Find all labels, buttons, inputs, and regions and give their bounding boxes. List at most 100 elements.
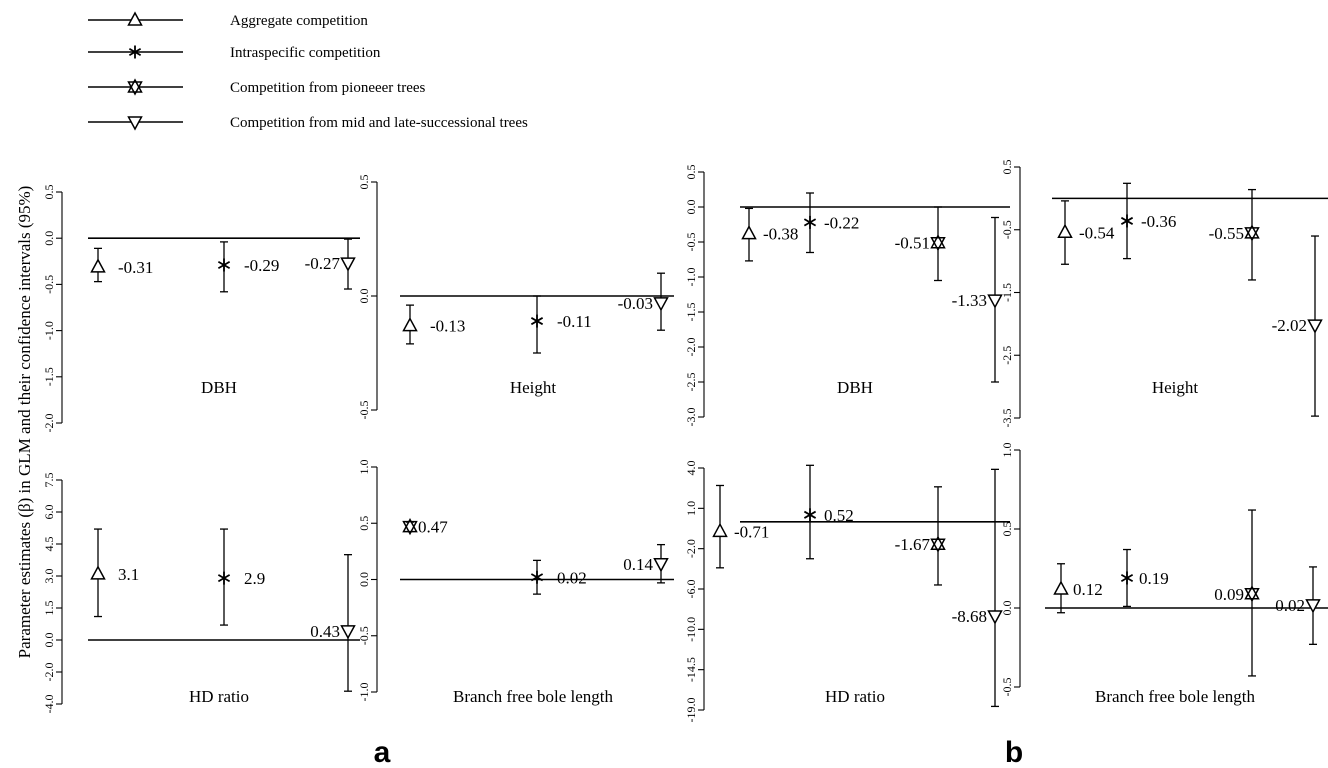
data-label: 0.12 (1073, 580, 1103, 599)
y-tick-label: 0.5 (1000, 160, 1014, 175)
triangle-down-marker-icon (1305, 599, 1321, 614)
triangle-down-marker-icon (340, 625, 356, 640)
y-tick-label: -2.0 (684, 539, 698, 558)
y-tick-label: 1.0 (684, 501, 698, 516)
hourglass-marker-icon (930, 234, 946, 252)
panel-title: DBH (201, 378, 237, 397)
triangle-up-marker-icon (90, 258, 106, 273)
y-tick-label: 4.5 (42, 537, 56, 552)
panel-a-hd: 7.5 6.0 4.5 3.0 1.5 0.0 -2.0 -4.0 3.1 2.9 0.43 HD r… (42, 473, 360, 714)
data-label: 0.02 (1275, 596, 1305, 615)
y-tick-label: -1.0 (357, 683, 371, 702)
y-tick-label: 1.0 (357, 460, 371, 475)
panel-b-bfbl: 1.0 0.5 0.0 -0.5 0.12 0.19 0.09 0.02 Branch free… (1000, 443, 1328, 706)
data-label: -0.03 (618, 294, 653, 313)
triangle-down-marker-icon (340, 257, 356, 272)
panel-title: Branch free bole length (453, 687, 614, 706)
panel-title: HD ratio (189, 687, 249, 706)
y-tick-label: 0.5 (357, 516, 371, 531)
data-label: 0.52 (824, 506, 854, 525)
hourglass-marker-icon (1244, 224, 1260, 242)
y-tick-label: -2.5 (684, 373, 698, 392)
data-label: 3.1 (118, 565, 139, 584)
data-point: -1.67 (895, 486, 946, 586)
panel-a-bfbl: 1.0 0.5 0.0 -0.5 -1.0 0.47 0.02 0.14 Branch free… (357, 460, 674, 706)
y-tick-label: -1.5 (1000, 283, 1014, 302)
y-tick-label: -4.0 (42, 695, 56, 714)
asterisk-marker-icon (530, 570, 544, 584)
legend-label: Intraspecific competition (230, 45, 381, 61)
data-label: -0.71 (734, 522, 769, 541)
data-point: 2.9 (217, 528, 265, 626)
data-label: -8.68 (952, 607, 987, 626)
data-point: -1.33 (952, 216, 1003, 383)
asterisk-marker-icon (803, 215, 817, 229)
legend-label: Aggregate competition (230, 13, 368, 29)
hourglass-marker-icon (1244, 585, 1260, 603)
asterisk-marker-icon (217, 258, 231, 272)
data-label: 0.47 (418, 518, 448, 537)
triangle-down-marker-icon (653, 558, 669, 573)
legend-item-2: Intraspecific competition (88, 45, 381, 61)
asterisk-marker-icon (1120, 214, 1134, 228)
data-point: -8.68 (952, 468, 1003, 708)
data-point: -0.29 (217, 241, 279, 293)
panel-b-dbh: 0.5 0.0 -0.5 -1.0 -1.5 -2.0 -2.5 -3.0 -0.38 -0.22… (684, 165, 1010, 427)
data-label: 0.14 (623, 555, 653, 574)
y-tick-label: -1.5 (684, 303, 698, 322)
panel-a-height: 0.5 0.0 -0.5 -0.13 -0.11 -0.03 Height (357, 175, 674, 420)
y-tick-label: 7.5 (42, 473, 56, 488)
data-point: -0.54 (1057, 200, 1115, 265)
data-point: 3.1 (90, 528, 139, 618)
data-point: 0.52 (803, 464, 854, 560)
y-axis: 0.5 0.0 -0.5 (357, 175, 378, 420)
y-tick-label: 1.5 (42, 601, 56, 616)
triangle-up-marker-icon (90, 565, 106, 580)
triangle-up-marker-icon (712, 522, 728, 538)
panel-letter-b: b (1005, 736, 1023, 768)
y-axis: 4.0 1.0 -2.0 -6.0 -10.0 -14.5 -19.0 (684, 461, 705, 723)
panel-title: Branch free bole length (1095, 687, 1256, 706)
y-tick-label: -6.0 (684, 580, 698, 599)
data-label: -0.11 (557, 312, 592, 331)
legend-marker-triangle-down-icon (127, 116, 143, 131)
data-point: -0.38 (741, 207, 798, 262)
y-tick-label: -10.0 (684, 617, 698, 642)
data-label: -0.38 (763, 225, 798, 244)
data-point: -0.51 (895, 206, 946, 282)
data-label: -0.22 (824, 213, 859, 232)
legend-label: Competition from mid and late-succession… (230, 115, 528, 131)
panel-title: Height (510, 378, 557, 397)
panel-a-dbh: 0.5 0.0 -0.5 -1.0 -1.5 -2.0 -0.31 -0.29 -0.27 DBH (42, 185, 360, 433)
data-point: -2.02 (1272, 235, 1323, 417)
y-tick-label: -0.5 (684, 233, 698, 252)
hourglass-marker-icon (402, 518, 418, 536)
hourglass-marker-icon (930, 535, 946, 553)
triangle-down-marker-icon (653, 297, 669, 312)
y-axis: 0.5 0.0 -0.5 -1.0 -1.5 -2.0 -2.5 -3.0 (684, 165, 705, 427)
panels: 0.5 0.0 -0.5 -1.0 -1.5 -2.0 -0.31 -0.29 -0.27 DBH… (42, 160, 1328, 723)
legend-marker-triangle-up-icon (127, 11, 143, 26)
panel-title: DBH (837, 378, 873, 397)
triangle-up-marker-icon (741, 225, 757, 240)
data-label: -0.55 (1209, 224, 1244, 243)
triangle-down-marker-icon (987, 294, 1003, 309)
legend-marker-asterisk-icon (128, 45, 142, 59)
y-tick-label: 0.0 (1000, 601, 1014, 616)
legend-item-1: Aggregate competition (88, 11, 368, 29)
triangle-down-marker-icon (1307, 319, 1323, 334)
data-label: 0.09 (1214, 585, 1244, 604)
y-tick-label: 0.5 (357, 175, 371, 190)
data-label: -0.51 (895, 234, 930, 253)
y-axis-label: Parameter estimates (β) in GLM and their… (15, 186, 34, 659)
y-axis: 1.0 0.5 0.0 -0.5 -1.0 (357, 460, 378, 702)
data-label: -0.27 (305, 254, 341, 273)
data-point: 0.09 (1214, 509, 1260, 677)
y-tick-label: 4.0 (684, 461, 698, 476)
data-label: -0.31 (118, 258, 153, 277)
y-tick-label: 0.0 (357, 289, 371, 304)
triangle-down-marker-icon (987, 610, 1003, 625)
asterisk-marker-icon (217, 571, 231, 585)
y-axis: 7.5 6.0 4.5 3.0 1.5 0.0 -2.0 -4.0 (42, 473, 63, 714)
y-tick-label: 3.0 (42, 569, 56, 584)
